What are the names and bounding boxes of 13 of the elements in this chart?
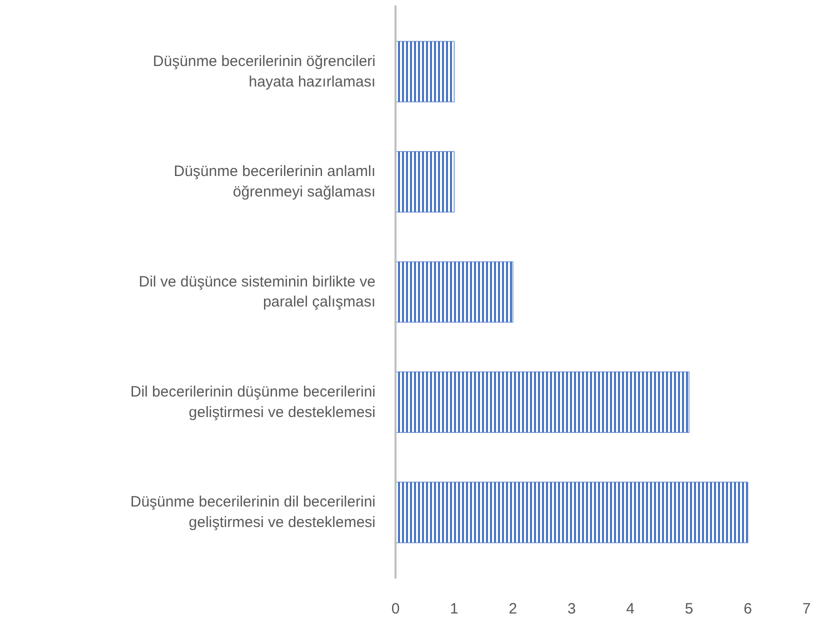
y-tick-label: Düşünme becerilerinin öğrencileri hayata hazırlaması bbox=[152, 52, 376, 90]
x-tick-label: 3 bbox=[567, 600, 576, 618]
y-tick-label: Düşünme becerilerinin dil becerilerini geliştirmesi ve desteklemesi bbox=[130, 494, 376, 532]
x-tick-label: 5 bbox=[684, 600, 694, 618]
x-tick-label: 6 bbox=[744, 600, 752, 618]
y-tick-label: Düşünme becerilerinin anlamlı öğrenmeyi sağlaması bbox=[174, 163, 376, 201]
x-tick-label: 4 bbox=[626, 600, 635, 618]
x-tick-label: 2 bbox=[508, 600, 518, 618]
x-tick-label: 7 bbox=[802, 600, 811, 618]
y-tick-label: Dil ve düşünce sisteminin birlikte ve paralel çalışması bbox=[138, 273, 376, 311]
x-tick-label: 1 bbox=[450, 600, 458, 618]
x-tick-label: 0 bbox=[391, 600, 400, 618]
y-tick-label: Dil becerilerinin düşünme becerilerini geliştirmesi ve desteklemesi bbox=[130, 383, 376, 421]
